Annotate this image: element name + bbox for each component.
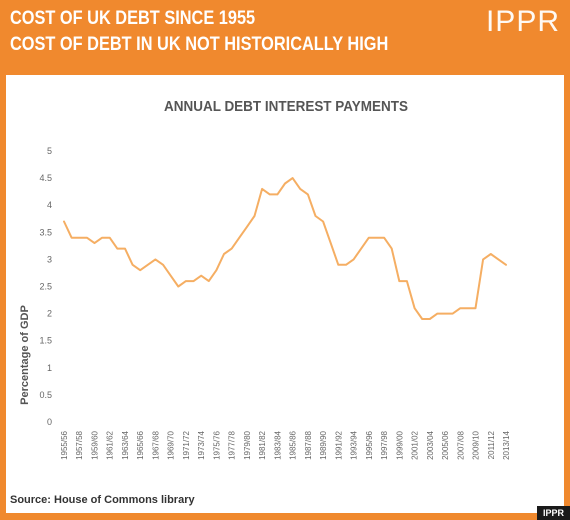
ippr-logo: IPPR bbox=[485, 5, 560, 38]
x-tick-label: 1973/74 bbox=[197, 430, 206, 459]
x-tick-label: 1977/78 bbox=[228, 430, 237, 459]
x-tick-label: 1963/64 bbox=[121, 430, 130, 459]
x-tick-label: 2001/02 bbox=[411, 430, 420, 459]
x-tick-label: 1967/68 bbox=[151, 430, 160, 459]
x-tick-label: 2011/12 bbox=[487, 430, 496, 459]
x-tick-label: 1955/56 bbox=[60, 430, 69, 459]
chart-panel: ANNUAL DEBT INTEREST PAYMENTS Percentage… bbox=[6, 75, 564, 513]
y-tick-label: 0.5 bbox=[39, 390, 52, 400]
x-tick-label: 1975/76 bbox=[212, 430, 221, 459]
y-tick-label: 3 bbox=[47, 254, 52, 264]
x-tick-label: 2005/06 bbox=[441, 430, 450, 459]
y-tick-label: 2 bbox=[47, 309, 52, 319]
x-tick-label: 1989/90 bbox=[319, 430, 328, 459]
series-line bbox=[63, 177, 507, 320]
y-tick-label: 1.5 bbox=[39, 336, 52, 346]
x-tick-label: 1993/94 bbox=[350, 430, 359, 459]
y-tick-label: 4 bbox=[47, 200, 52, 210]
x-tick-label: 1999/00 bbox=[395, 430, 404, 459]
x-tick-label: 1979/80 bbox=[243, 430, 252, 459]
x-tick-labels: 1955/56 1957/58 1959/60 1961/62 1963/64 1965/… bbox=[60, 430, 511, 459]
y-tick-label: 5 bbox=[47, 146, 52, 156]
source-note: Source: House of Commons library bbox=[10, 494, 195, 506]
x-tick-label: 2009/10 bbox=[472, 430, 481, 459]
x-tick-label: 1961/62 bbox=[106, 430, 115, 459]
x-tick-label: 1981/82 bbox=[258, 430, 267, 459]
x-tick-label: 1987/88 bbox=[304, 430, 313, 459]
x-tick-label: 2013/14 bbox=[502, 430, 511, 459]
x-tick-label: 2007/08 bbox=[456, 430, 465, 459]
y-tick-label: 4.5 bbox=[39, 173, 52, 183]
x-tick-label: 1997/98 bbox=[380, 430, 389, 459]
x-tick-label: 1983/84 bbox=[273, 430, 282, 459]
line-chart: ANNUAL DEBT INTEREST PAYMENTS Percentage… bbox=[10, 98, 511, 506]
x-tick-label: 1971/72 bbox=[182, 430, 191, 459]
y-tick-labels: 0 0.5 1 1.5 2 2.5 3 3.5 4 4.5 5 bbox=[39, 146, 52, 427]
page-subtitle: COST OF DEBT IN UK NOT HISTORICALLY HIGH bbox=[10, 34, 389, 55]
chart-title: ANNUAL DEBT INTEREST PAYMENTS bbox=[164, 98, 408, 115]
x-tick-label: 1985/86 bbox=[289, 430, 298, 459]
x-tick-label: 2003/04 bbox=[426, 430, 435, 459]
y-tick-label: 0 bbox=[47, 417, 52, 427]
page-title: COST OF UK DEBT SINCE 1955 bbox=[10, 8, 256, 29]
x-tick-label: 1969/70 bbox=[167, 430, 176, 459]
x-tick-label: 1957/58 bbox=[75, 430, 84, 459]
x-tick-label: 1991/92 bbox=[334, 430, 343, 459]
footer-tag: IPPR bbox=[536, 506, 570, 520]
y-tick-label: 2.5 bbox=[39, 282, 52, 292]
x-tick-label: 1995/96 bbox=[365, 430, 374, 459]
y-tick-label: 1 bbox=[47, 363, 52, 373]
header: COST OF UK DEBT SINCE 1955 COST OF DEBT … bbox=[0, 0, 570, 72]
x-tick-label: 1959/60 bbox=[91, 430, 100, 459]
y-tick-label: 3.5 bbox=[39, 227, 52, 237]
x-tick-label: 1965/66 bbox=[136, 430, 145, 459]
y-axis-label: Percentage of GDP bbox=[19, 305, 31, 405]
